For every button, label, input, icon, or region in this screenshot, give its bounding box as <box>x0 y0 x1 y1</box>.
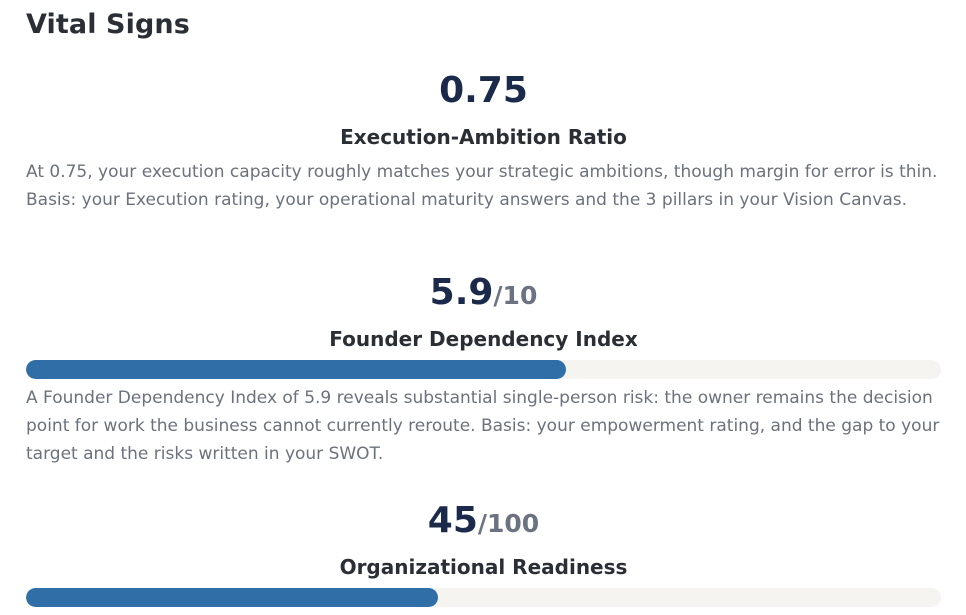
metric-description: At 0.75, your execution capacity roughly… <box>26 162 938 210</box>
metric-label: Founder Dependency Index <box>329 327 638 351</box>
progress-bar-fill <box>26 588 438 607</box>
metric-label: Organizational Readiness <box>339 555 628 579</box>
metric-value-suffix: /100 <box>477 509 540 538</box>
metric-execution-ambition-ratio: 0.75 Execution-Ambition Ratio At 0.75, y… <box>26 70 941 214</box>
metric-value-number: 0.75 <box>439 70 528 111</box>
page-title: Vital Signs <box>26 9 190 40</box>
metric-value-number: 5.9 <box>429 272 494 313</box>
progress-bar-track <box>26 588 941 607</box>
metric-value-suffix: /10 <box>493 281 538 310</box>
progress-bar-track <box>26 360 941 379</box>
metric-organizational-readiness: 45/100 Organizational Readiness <box>26 500 941 607</box>
metric-value: 5.9/10 <box>26 272 941 314</box>
metric-value-number: 45 <box>427 500 478 541</box>
metric-label: Execution-Ambition Ratio <box>340 125 627 149</box>
metric-value: 0.75 <box>26 70 941 112</box>
metric-description: A Founder Dependency Index of 5.9 reveal… <box>26 388 940 464</box>
progress-bar-fill <box>26 360 566 379</box>
metric-value: 45/100 <box>26 500 941 542</box>
metric-founder-dependency-index: 5.9/10 Founder Dependency Index A Founde… <box>26 272 941 468</box>
